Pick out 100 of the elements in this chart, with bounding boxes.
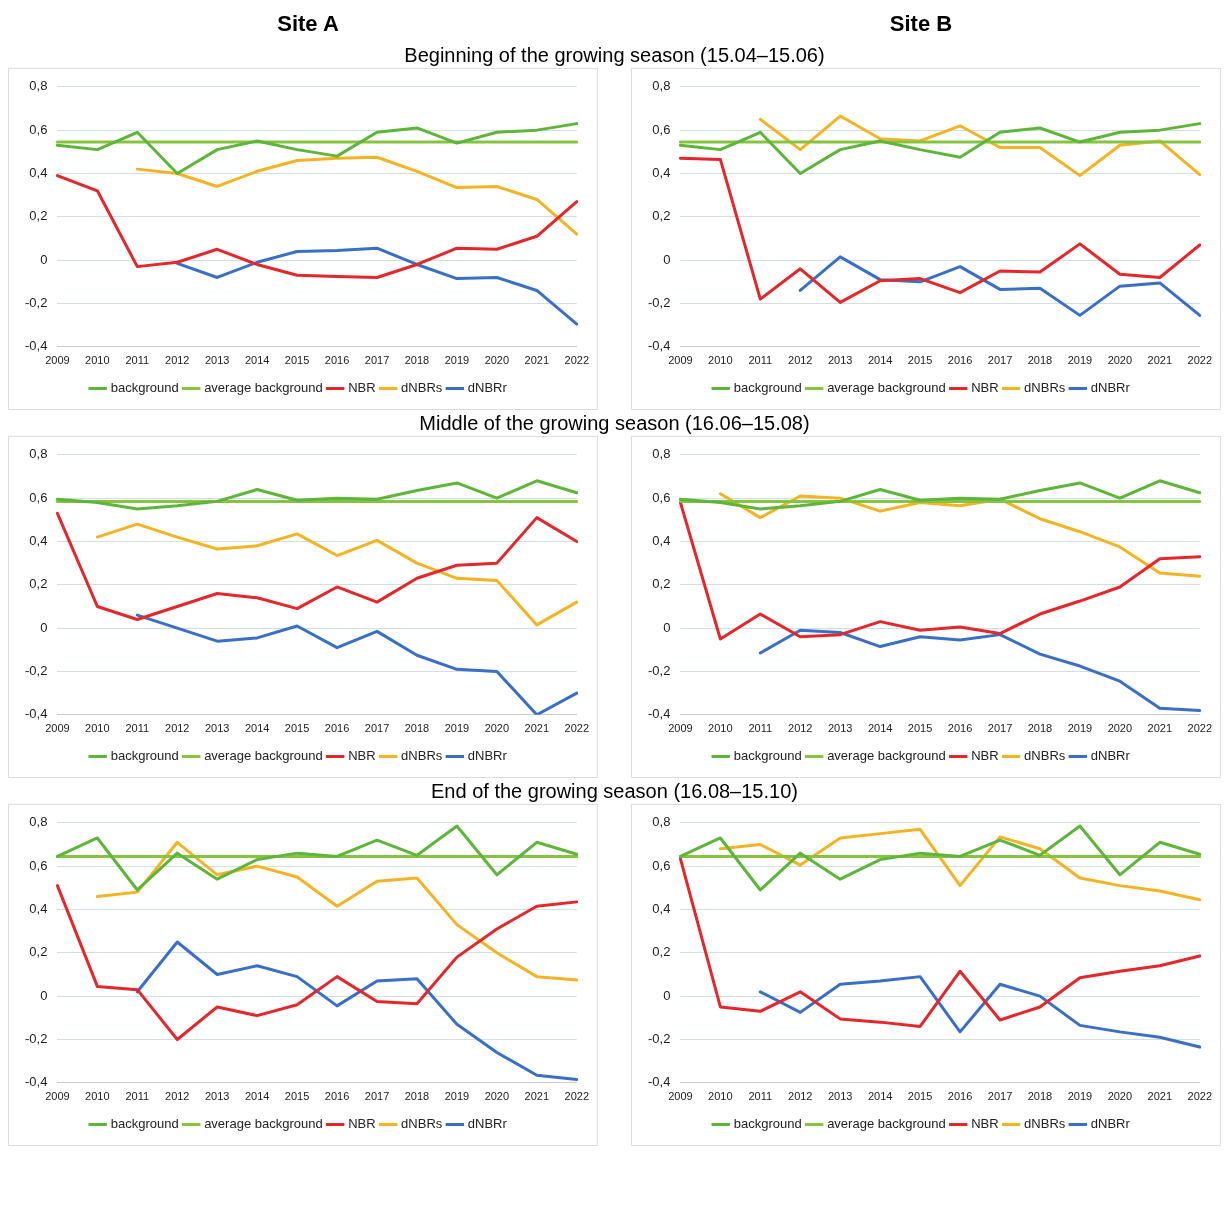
x-tick-label: 2020: [484, 722, 510, 735]
x-tick-label: 2022: [564, 1090, 590, 1103]
y-tick-label: 0: [40, 987, 48, 1003]
legend-label: dNBRs: [1024, 748, 1066, 764]
legend-label: dNBRr: [467, 380, 508, 396]
x-tick-label: 2019: [444, 722, 470, 735]
y-tick-label: 0,8: [29, 814, 48, 830]
chart-title: Site A: [276, 10, 340, 38]
y-tick-label: -0,2: [24, 295, 48, 311]
y-tick-label: 0,6: [29, 489, 48, 505]
legend-label: dNBRr: [1090, 380, 1131, 396]
y-tick-label: 0: [40, 251, 48, 267]
x-tick-label: 2021: [1147, 722, 1173, 735]
x-tick-label: 2011: [748, 722, 773, 735]
legend-label: NBR: [971, 748, 999, 764]
y-tick-label: 0,2: [29, 208, 48, 224]
legend-label: background: [110, 748, 179, 764]
y-tick-label: 0,2: [29, 576, 48, 592]
y-tick-label: 0,8: [29, 78, 48, 94]
x-tick-label: 2021: [1147, 354, 1173, 367]
legend-label: background: [110, 380, 179, 396]
x-tick-label: 2009: [668, 1090, 693, 1103]
y-tick-label: -0,2: [647, 295, 671, 311]
x-tick-label: 2012: [788, 722, 813, 735]
x-tick-label: 2021: [524, 722, 550, 735]
legend-label: NBR: [971, 380, 999, 396]
x-tick-label: 2016: [947, 1090, 973, 1103]
x-tick-label: 2012: [788, 1090, 813, 1103]
y-tick-label: 0,4: [652, 533, 671, 549]
legend-label: average background: [204, 1116, 323, 1132]
x-tick-label: 2013: [204, 1090, 230, 1103]
legend-label: dNBRs: [401, 1116, 443, 1132]
x-tick-label: 2010: [708, 354, 733, 367]
x-tick-label: 2016: [324, 722, 350, 735]
x-tick-label: 2015: [907, 1090, 933, 1103]
x-tick-label: 2016: [324, 354, 350, 367]
chart-subtitle: Middle of the growing season (16.06–15.08): [418, 411, 811, 436]
x-tick-label: 2022: [564, 722, 590, 735]
legend-label: NBR: [348, 380, 376, 396]
y-tick-label: 0,4: [652, 165, 671, 181]
x-tick-label: 2011: [125, 722, 150, 735]
x-tick-label: 2011: [125, 354, 150, 367]
legend-label: dNBRr: [467, 748, 508, 764]
legend-label: background: [733, 380, 802, 396]
x-tick-label: 2021: [524, 1090, 550, 1103]
x-tick-label: 2010: [708, 722, 733, 735]
legend-label: dNBRr: [1090, 1116, 1131, 1132]
x-tick-label: 2022: [1187, 722, 1213, 735]
x-tick-label: 2017: [364, 722, 390, 735]
x-tick-label: 2012: [788, 354, 813, 367]
x-tick-label: 2018: [1027, 722, 1053, 735]
x-tick-label: 2015: [907, 722, 933, 735]
x-tick-label: 2016: [324, 1090, 350, 1103]
x-tick-label: 2014: [244, 722, 270, 735]
x-tick-label: 2018: [404, 1090, 430, 1103]
x-tick-label: 2013: [827, 722, 853, 735]
x-tick-label: 2018: [1027, 354, 1053, 367]
y-tick-label: -0,2: [24, 663, 48, 679]
y-tick-label: 0,2: [652, 944, 671, 960]
y-tick-label: 0,4: [29, 533, 48, 549]
legend-label: average background: [204, 380, 323, 396]
x-tick-label: 2013: [827, 1090, 853, 1103]
y-tick-label: 0,6: [652, 489, 671, 505]
x-tick-label: 2017: [364, 1090, 390, 1103]
x-tick-label: 2016: [947, 354, 973, 367]
y-tick-label: 0,6: [652, 121, 671, 137]
x-tick-label: 2013: [204, 722, 230, 735]
x-tick-label: 2019: [1067, 1090, 1093, 1103]
legend-label: background: [110, 1116, 179, 1132]
x-tick-label: 2009: [45, 722, 70, 735]
x-tick-label: 2019: [444, 354, 470, 367]
legend-label: average background: [204, 748, 323, 764]
y-tick-label: 0,2: [29, 944, 48, 960]
y-tick-label: 0,2: [652, 208, 671, 224]
y-tick-label: 0,8: [652, 814, 671, 830]
x-tick-label: 2020: [1107, 354, 1133, 367]
y-tick-label: 0,8: [29, 446, 48, 462]
x-tick-label: 2021: [524, 354, 550, 367]
y-tick-label: -0,2: [647, 663, 671, 679]
y-tick-label: 0,8: [652, 78, 671, 94]
x-tick-label: 2009: [45, 1090, 70, 1103]
legend-label: dNBRs: [1024, 1116, 1066, 1132]
x-tick-label: 2014: [867, 722, 893, 735]
y-tick-label: -0,4: [24, 706, 48, 722]
legend-label: dNBRs: [401, 748, 443, 764]
y-tick-label: -0,4: [24, 1074, 48, 1090]
y-tick-label: -0,4: [647, 1074, 671, 1090]
x-tick-label: 2018: [404, 354, 430, 367]
chart-title: Site B: [888, 10, 954, 38]
x-tick-label: 2010: [708, 1090, 733, 1103]
y-tick-label: -0,4: [647, 338, 671, 354]
x-tick-label: 2012: [165, 722, 190, 735]
x-tick-label: 2009: [45, 354, 70, 367]
x-tick-label: 2013: [204, 354, 230, 367]
x-tick-label: 2011: [748, 354, 773, 367]
x-tick-label: 2015: [284, 722, 310, 735]
x-tick-label: 2011: [125, 1090, 150, 1103]
y-tick-label: 0,6: [652, 857, 671, 873]
x-tick-label: 2022: [1187, 1090, 1213, 1103]
y-tick-label: 0: [663, 987, 671, 1003]
